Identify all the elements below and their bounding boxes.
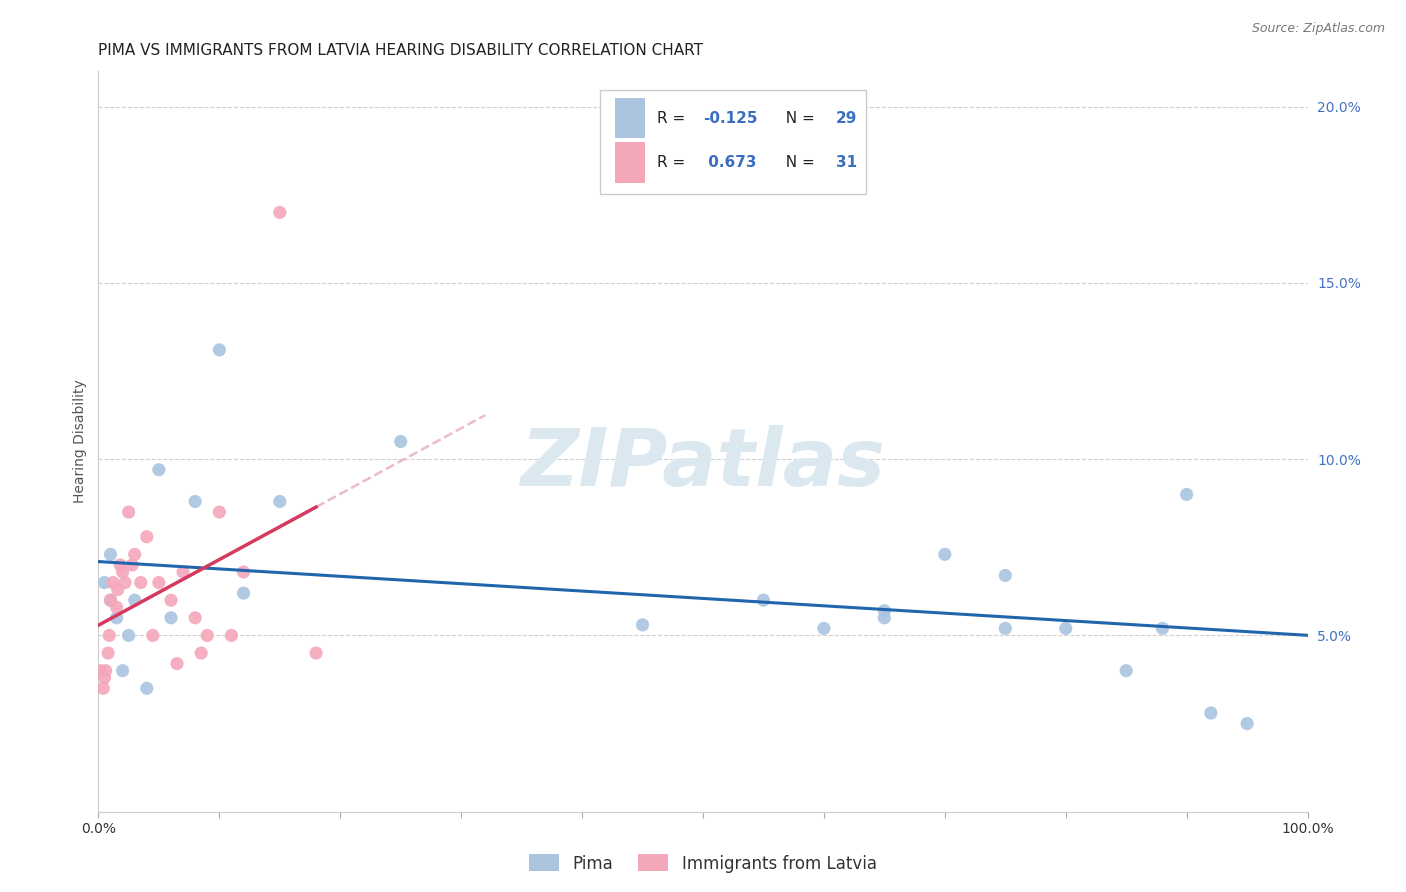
Point (135, 530, 157, 544)
Point (269, 494, 291, 508)
Point (752, 593, 775, 607)
Point (1199, 706, 1222, 720)
Point (166, 657, 188, 671)
FancyBboxPatch shape (600, 90, 866, 194)
Text: R =: R = (657, 155, 690, 169)
Point (232, 565, 254, 579)
Point (105, 611, 128, 625)
Point (232, 586, 254, 600)
Point (118, 628, 141, 642)
Point (148, 463, 170, 477)
Point (389, 434, 412, 449)
Point (121, 558, 143, 572)
Point (160, 611, 183, 625)
Point (208, 343, 231, 357)
Point (93, 671, 115, 685)
Point (124, 593, 146, 607)
Point (1236, 716, 1258, 731)
Point (172, 565, 194, 579)
Point (305, 646, 328, 660)
Point (813, 621, 835, 635)
Point (94, 664, 117, 678)
Point (160, 593, 183, 607)
Point (91, 681, 114, 696)
Point (129, 575, 152, 590)
Point (142, 628, 165, 642)
Text: R =: R = (657, 111, 690, 126)
Text: 31: 31 (837, 155, 858, 169)
Point (873, 604, 896, 618)
Point (97, 646, 120, 660)
Point (1054, 621, 1077, 635)
Point (208, 505, 231, 519)
Text: -0.125: -0.125 (703, 111, 758, 126)
Legend: Pima, Immigrants from Latvia: Pima, Immigrants from Latvia (523, 847, 883, 880)
Text: PIMA VS IMMIGRANTS FROM LATVIA HEARING DISABILITY CORRELATION CHART: PIMA VS IMMIGRANTS FROM LATVIA HEARING D… (98, 43, 703, 58)
Point (90, 664, 112, 678)
Point (994, 621, 1017, 635)
Point (114, 575, 136, 590)
Point (118, 505, 141, 519)
Point (100, 547, 122, 561)
Point (269, 205, 291, 219)
Point (107, 582, 129, 597)
Text: 0.673: 0.673 (703, 155, 756, 169)
Text: ZIPatlas: ZIPatlas (520, 425, 886, 503)
Point (221, 628, 243, 642)
Point (148, 575, 170, 590)
Point (111, 565, 134, 579)
Point (105, 600, 128, 615)
Point (108, 558, 131, 572)
Text: N =: N = (776, 155, 820, 169)
Point (124, 547, 146, 561)
Text: N =: N = (776, 111, 820, 126)
Point (934, 547, 956, 561)
Point (195, 628, 218, 642)
Point (101, 575, 124, 590)
Point (184, 494, 207, 508)
Text: 29: 29 (837, 111, 858, 126)
Point (1152, 621, 1174, 635)
Point (631, 618, 654, 632)
Point (994, 568, 1017, 582)
Y-axis label: Hearing Disability: Hearing Disability (73, 380, 87, 503)
Point (184, 611, 207, 625)
Point (1175, 487, 1198, 501)
Point (190, 646, 212, 660)
Text: Source: ZipAtlas.com: Source: ZipAtlas.com (1251, 22, 1385, 36)
Point (111, 664, 134, 678)
Point (100, 593, 122, 607)
Point (100, 593, 122, 607)
Point (93, 575, 115, 590)
Point (1115, 664, 1137, 678)
FancyBboxPatch shape (614, 97, 645, 138)
Point (135, 681, 157, 696)
FancyBboxPatch shape (614, 142, 645, 183)
Point (873, 611, 896, 625)
Point (98, 628, 121, 642)
